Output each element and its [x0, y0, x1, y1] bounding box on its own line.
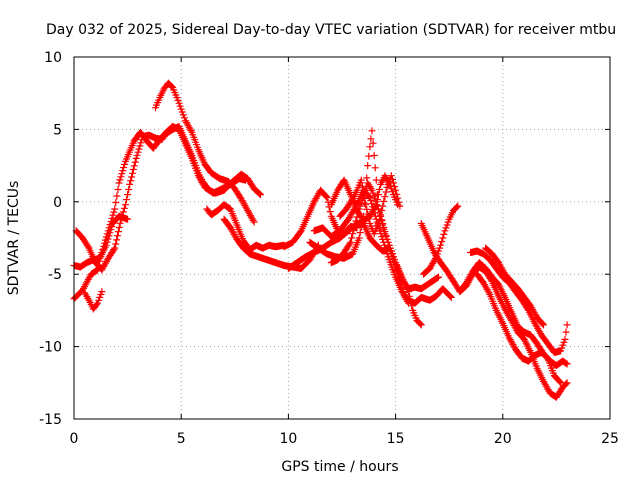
series-track-12	[327, 179, 443, 293]
series-track-1	[70, 122, 250, 303]
series-track-14	[327, 172, 402, 225]
series-markers	[482, 244, 548, 329]
y-tick-label: 5	[53, 122, 62, 138]
x-tick-label: 10	[279, 431, 297, 447]
x-tick-label: 5	[177, 431, 186, 447]
series-markers	[151, 79, 258, 226]
x-tick-label: 0	[70, 431, 79, 447]
y-axis-label: SDTVAR / TECUs	[6, 181, 22, 296]
series-track-11	[310, 186, 455, 307]
series-markers	[81, 288, 106, 313]
series-markers	[203, 201, 288, 254]
series-markers	[327, 172, 402, 225]
series-track-18	[467, 247, 571, 356]
series-group	[70, 79, 571, 401]
x-tick-label: 25	[601, 431, 619, 447]
series-markers	[327, 179, 443, 293]
chart-title: Day 032 of 2025, Sidereal Day-to-day VTE…	[46, 22, 616, 38]
x-tick-label: 15	[387, 431, 405, 447]
series-markers	[473, 270, 565, 387]
series-track-7	[220, 215, 322, 272]
x-axis-label: GPS time / hours	[281, 459, 398, 475]
series-markers	[467, 247, 571, 356]
series-track-19	[473, 270, 565, 387]
series-markers	[220, 215, 322, 272]
y-tick-label: 0	[53, 195, 62, 211]
plot-frame	[73, 56, 611, 420]
axis-ticks: 0 5 10 15 20 25 10 5 0 -5 -10 -15	[39, 50, 619, 447]
series-track-2	[72, 122, 265, 274]
y-tick-label: -5	[48, 267, 62, 283]
y-tick-label: 10	[44, 50, 62, 66]
y-tick-label: -15	[39, 412, 62, 428]
x-tick-label: 20	[494, 431, 512, 447]
series-track-4	[81, 288, 106, 313]
series-markers	[70, 122, 250, 303]
series-markers	[310, 186, 455, 307]
series-track-6	[203, 201, 288, 254]
series-track-20	[482, 244, 548, 329]
series-markers	[72, 122, 265, 274]
series-track-5	[151, 79, 258, 226]
grid	[74, 57, 610, 419]
y-tick-label: -10	[39, 340, 62, 356]
